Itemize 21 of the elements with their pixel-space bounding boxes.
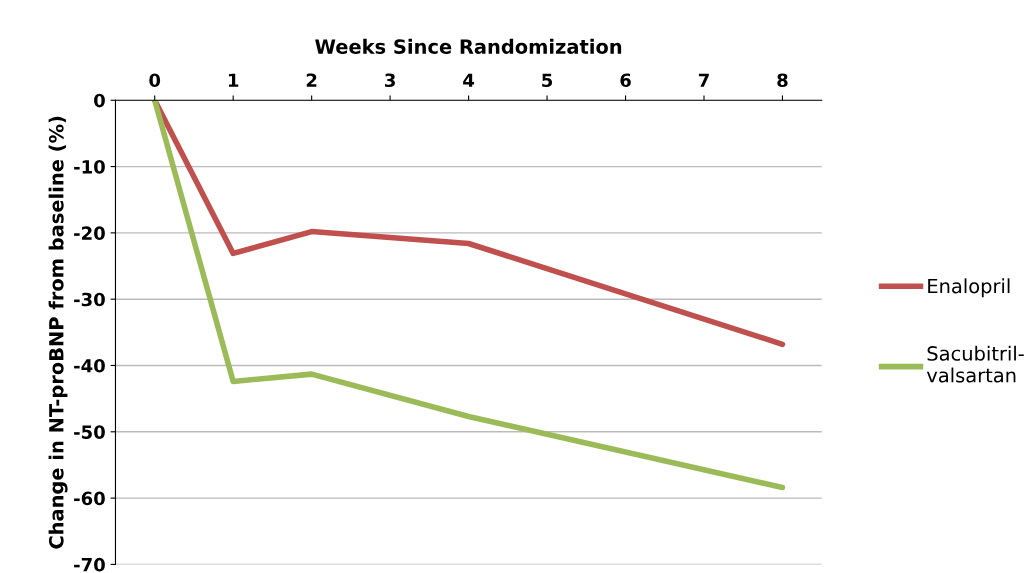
x-tick-label: 6	[620, 73, 631, 88]
y-axis-title: Change in NT-proBNP from baseline (%)	[48, 116, 68, 549]
x-tick-label: 2	[306, 73, 317, 87]
x-tick-label: 8	[777, 73, 788, 88]
y-tick-label: -40	[74, 358, 105, 373]
legend-label: Enalopril	[928, 278, 1010, 298]
y-tick-label: -10	[74, 160, 105, 174]
y-tick-label: -60	[74, 491, 105, 506]
x-tick-label: 7	[698, 73, 709, 87]
x-tick-label: 3	[385, 73, 395, 88]
x-tick-label: 4	[463, 73, 475, 87]
y-tick-label: -20	[74, 226, 105, 240]
x-tick-label: 0	[149, 73, 161, 88]
x-tick-label: 1	[228, 73, 239, 87]
y-tick-label: -70	[74, 557, 105, 572]
y-tick-label: 0	[94, 93, 105, 108]
y-tick-label: -30	[74, 292, 105, 307]
x-axis-title: Weeks Since Randomization	[315, 38, 622, 54]
x-tick-label: 5	[542, 73, 553, 88]
legend-label: Sacubitril- valsartan	[926, 345, 1024, 383]
y-tick-label: -50	[74, 425, 105, 439]
